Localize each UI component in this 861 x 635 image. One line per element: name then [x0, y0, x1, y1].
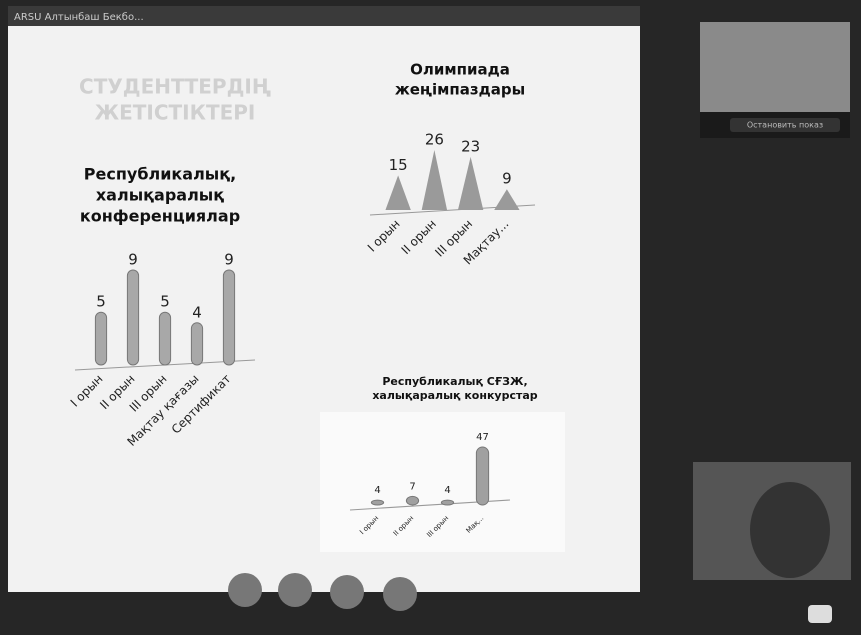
- value-label: 9: [502, 170, 512, 188]
- cylinder: [95, 312, 106, 365]
- value-label: 9: [128, 251, 138, 269]
- value-label: 4: [374, 485, 380, 496]
- window-title: ARSU Алтынбаш Бекбо...: [14, 12, 144, 23]
- cylinder: [223, 270, 234, 365]
- chart-title: жеңімпаздары: [395, 81, 525, 99]
- cylinder: [441, 500, 453, 505]
- screen: ARSU Алтынбаш Бекбо... СТУДЕНТТЕРДІҢ ЖЕТ…: [0, 0, 861, 635]
- page: ARSU Алтынбаш Бекбо... СТУДЕНТТЕРДІҢ ЖЕТ…: [0, 0, 861, 635]
- value-label: 9: [224, 251, 234, 269]
- value-label: 23: [461, 137, 480, 155]
- cylinder: [127, 270, 138, 365]
- stop-share-label: Остановить показ: [747, 121, 823, 130]
- chart-title: Республикалық,: [84, 165, 236, 184]
- value-label: 5: [96, 293, 106, 311]
- cylinder: [476, 447, 488, 505]
- value-label: 7: [409, 481, 415, 492]
- video-thumbnail: [700, 22, 850, 112]
- mic-button[interactable]: [278, 573, 312, 607]
- cylinder: [371, 500, 383, 505]
- value-label: 47: [476, 432, 489, 443]
- slide-title: СТУДЕНТТЕРДІҢ: [79, 75, 271, 99]
- camera-button[interactable]: [228, 573, 262, 607]
- value-label: 4: [192, 303, 202, 321]
- chart-title: халықаралық: [96, 186, 224, 205]
- person: [750, 482, 830, 578]
- chat-button[interactable]: [808, 605, 832, 623]
- value-label: 15: [389, 156, 408, 174]
- add-button[interactable]: [330, 575, 364, 609]
- chart-title: конференциялар: [80, 207, 240, 226]
- value-label: 4: [444, 485, 450, 496]
- slide-title: ЖЕТІСТІКТЕРІ: [95, 101, 256, 125]
- chart-title: халықаралық конкурстар: [372, 389, 537, 402]
- chart-title: Олимпиада: [410, 61, 510, 79]
- chart-panel: [320, 412, 565, 552]
- chart-title: Республикалық СҒЗЖ,: [382, 375, 527, 388]
- hangup-button[interactable]: [383, 577, 417, 611]
- cylinder: [159, 312, 170, 365]
- value-label: 5: [160, 293, 170, 311]
- value-label: 26: [425, 131, 444, 149]
- cylinder: [406, 496, 418, 505]
- cylinder: [191, 323, 202, 365]
